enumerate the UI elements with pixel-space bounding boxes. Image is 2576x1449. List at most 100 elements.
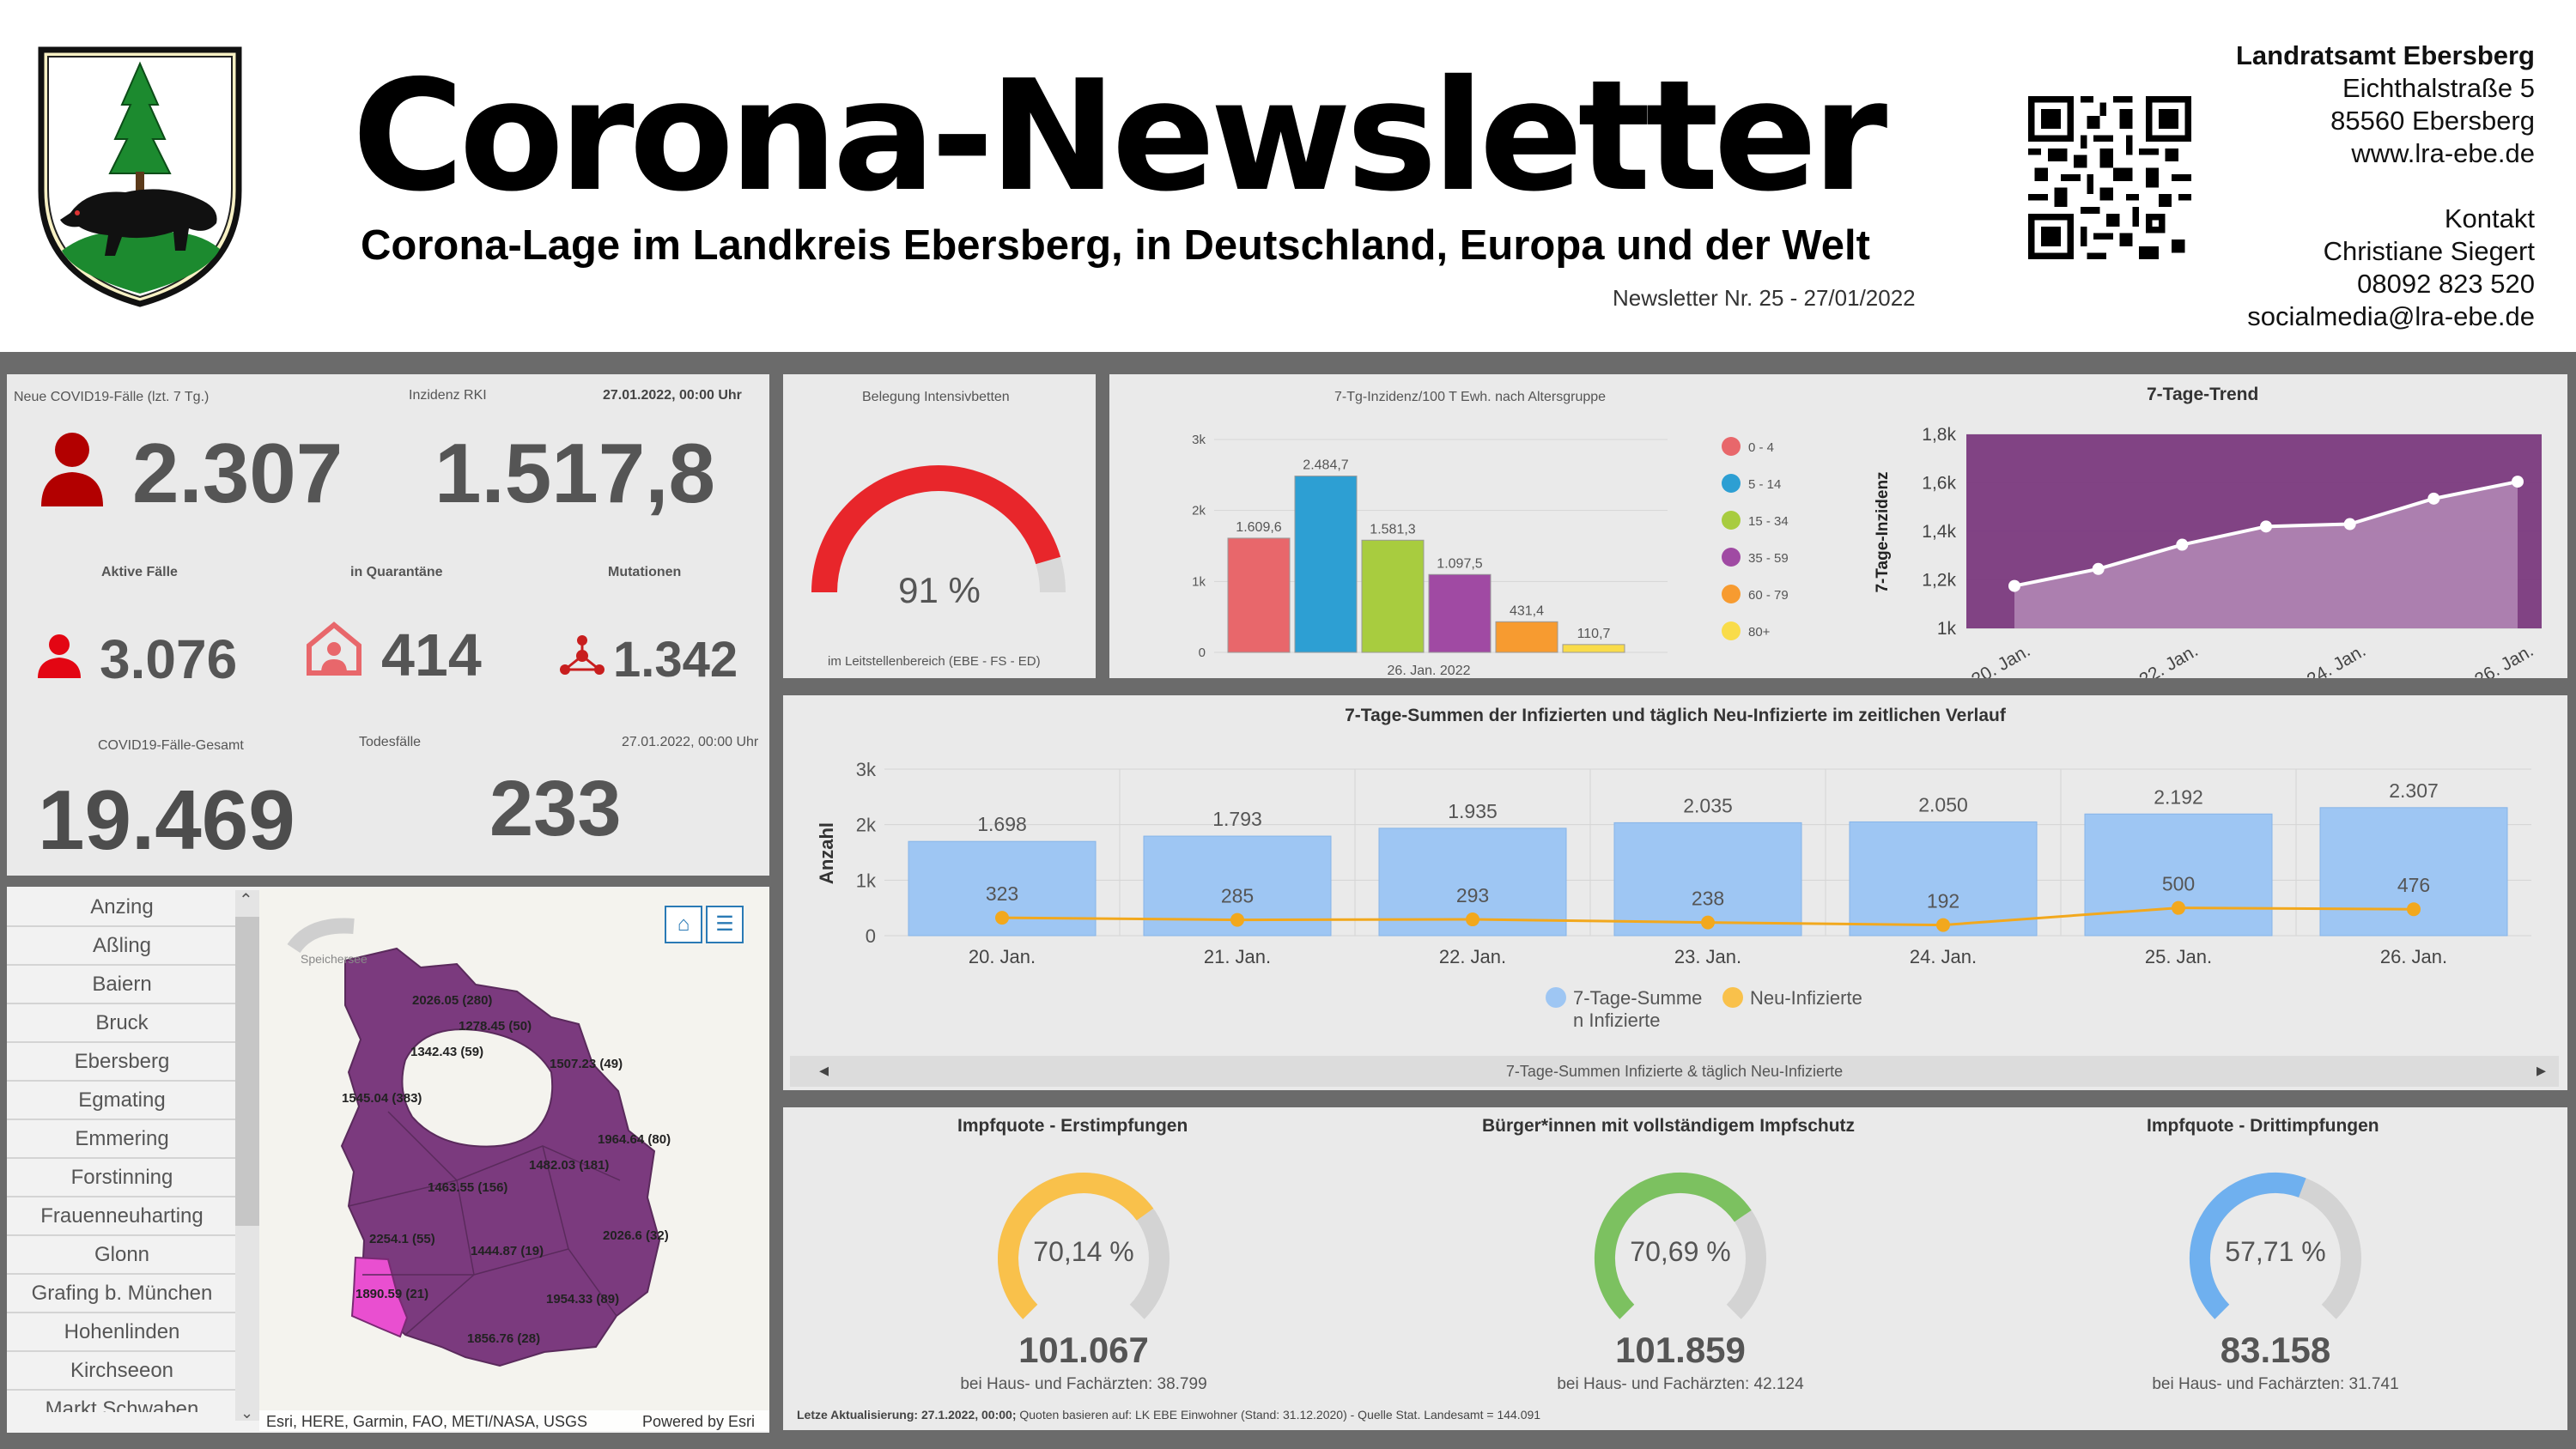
vacc-full-count: 101.859 (1615, 1330, 1746, 1370)
weekly-x-tick: 20. Jan. (969, 946, 1036, 967)
contact-email-link[interactable]: socialmedia@lra-ebe.de (2247, 301, 2535, 331)
map-label: 1444.87 (19) (471, 1244, 544, 1258)
weekly-new-point (1701, 915, 1715, 930)
age-legend-label: 5 - 14 (1748, 477, 1781, 492)
vacc-third-title: Impfquote - Drittimpfungen (2147, 1116, 2379, 1136)
vacc-first-sub: bei Haus- und Fachärzten: 38.799 (960, 1375, 1207, 1393)
map-powered-by[interactable]: Powered by Esri (642, 1413, 756, 1430)
vacc-full-title: Bürger*innen mit vollständigem Impfschut… (1482, 1116, 1856, 1136)
vacc-first-gauge (998, 1173, 1170, 1319)
age-bar (1361, 539, 1425, 653)
municipality-list-item[interactable]: Emmering (7, 1120, 237, 1159)
chart-pager-bar: ◂ 7-Tage-Summen Infizierte & täglich Neu… (790, 1056, 2559, 1087)
weekly-y-tick: 2k (856, 815, 877, 836)
weekly-sum-label: 2.050 (1918, 793, 1968, 815)
mutations-label: Mutationen (608, 565, 682, 579)
vacc-full-percent: 70,69 % (1630, 1236, 1731, 1267)
age-legend-swatch (1722, 621, 1741, 640)
municipality-list-item[interactable]: Glonn (7, 1236, 237, 1275)
weekly-new-label: 238 (1692, 888, 1724, 910)
age-legend-swatch (1722, 548, 1741, 567)
icu-footer: im Leitstellenbereich (EBE - FS - ED) (828, 654, 1041, 669)
icu-gauge (811, 465, 1066, 593)
weekly-new-label: 285 (1221, 885, 1254, 907)
trend-x-tick: 22. Jan. (2136, 640, 2202, 678)
vacc-footer-source: Quoten basieren auf: LK EBE Einwohner (S… (1016, 1408, 1541, 1422)
weekly-new-point (2172, 900, 2185, 915)
weekly-chart-legend: 7-Tage-Summe n Infizierte Neu-Infizierte (1546, 987, 1862, 1031)
new-cases-label: Neue COVID19-Fälle (lzt. 7 Tg.) (14, 390, 210, 404)
map-attribution: Esri, HERE, Garmin, FAO, METI/NASA, USGS (266, 1413, 588, 1430)
active-cases-label: Aktive Fälle (101, 565, 178, 579)
weekly-new-point (1936, 918, 1950, 932)
weekly-x-tick: 26. Jan. (2380, 946, 2447, 967)
icu-title: Belegung Intensivbetten (862, 390, 1010, 404)
next-arrow-icon[interactable]: ▸ (2537, 1059, 2547, 1081)
page-subtitle: Corona-Lage im Landkreis Ebersberg, in D… (361, 222, 1870, 269)
weekly-new-point (995, 911, 1009, 925)
prev-arrow-icon[interactable]: ◂ (819, 1059, 829, 1081)
vacc-third-sub: bei Haus- und Fachärzten: 31.741 (2152, 1375, 2399, 1393)
municipality-list-item[interactable]: Anzing (7, 888, 237, 927)
trend-area (2014, 482, 2518, 628)
stats-date-2: 27.01.2022, 00:00 Uhr (622, 735, 759, 749)
age-bar (1227, 537, 1291, 653)
trend-y-tick: 1,8k (1922, 425, 1956, 445)
municipality-list-item[interactable]: Egmating (7, 1082, 237, 1120)
municipality-list-item[interactable]: Bruck (7, 1004, 237, 1043)
deaths-value: 233 (489, 765, 622, 852)
vaccination-panel: Impfquote - Erstimpfungen Bürger*innen m… (783, 1107, 2567, 1430)
trend-x-tick: 24. Jan. (2304, 640, 2369, 678)
newsletter-number: Newsletter Nr. 25 - 27/01/2022 (1613, 285, 1916, 311)
weekly-new-label: 192 (1927, 890, 1959, 912)
legend-new-swatch (1722, 987, 1743, 1008)
contact-website-link[interactable]: www.lra-ebe.de (2351, 138, 2535, 168)
trend-y-tick: 1,2k (1922, 571, 1956, 591)
map-label: 1954.33 (89) (546, 1292, 620, 1307)
weekly-sum-label: 2.035 (1683, 794, 1733, 816)
map-label: 2026.6 (32) (603, 1228, 669, 1243)
weekly-y-tick: 3k (856, 759, 877, 780)
gauge-fill (998, 1173, 1154, 1319)
weekly-x-tick: 23. Jan. (1674, 946, 1741, 967)
scroll-down-icon[interactable]: ⌄ (240, 1404, 254, 1422)
municipality-list-item[interactable]: Aßling (7, 927, 237, 966)
home-icon[interactable]: ⌂ (665, 906, 702, 943)
age-bar-label: 2.484,7 (1303, 458, 1348, 473)
map-label: 1545.04 (383) (342, 1091, 422, 1106)
mutations-value: 1.342 (613, 632, 738, 688)
scroll-up-icon[interactable]: ⌃ (239, 891, 253, 910)
gauge-fill (2189, 1172, 2306, 1319)
weekly-new-label: 476 (2397, 874, 2430, 896)
map-label: 1507.23 (49) (550, 1057, 623, 1071)
gauge-fill (1594, 1172, 1752, 1319)
age-y-tick: 1k (1192, 574, 1206, 589)
age-legend-label: 15 - 34 (1748, 514, 1789, 529)
contact-phone: 08092 823 520 (2357, 269, 2535, 299)
age-incidence-chart: 0 1k 2k 3k 1.609,6 2.484,7 1.581,3 1.097,5 431,4… (1192, 433, 1668, 678)
municipality-list-item[interactable]: Baiern (7, 966, 237, 1004)
age-legend-label: 80+ (1748, 625, 1771, 640)
municipality-list-item[interactable]: Ebersberg (7, 1043, 237, 1082)
map-label: 1463.55 (156) (428, 1180, 508, 1195)
map-attribution-bar: Esri, HERE, Garmin, FAO, METI/NASA, USGS… (259, 1410, 769, 1431)
age-legend-label: 35 - 59 (1748, 551, 1789, 566)
qr-code-icon[interactable] (2028, 96, 2191, 259)
contact-heading: Kontakt (2444, 203, 2535, 233)
municipality-list-item[interactable]: Frauenneuharting (7, 1197, 237, 1236)
municipality-list-item[interactable]: Hohenlinden (7, 1313, 237, 1352)
legend-sum-label: 7-Tage-Summe (1573, 987, 1702, 1009)
list-scrollbar-thumb[interactable] (235, 917, 259, 1226)
home-quarantine-icon (307, 621, 361, 676)
municipality-list-item[interactable]: Grafing b. München (7, 1275, 237, 1313)
municipality-list-item[interactable]: Markt Schwaben (7, 1391, 237, 1412)
age-bar-label: 1.609,6 (1236, 520, 1281, 535)
legend-list-icon[interactable]: ☰ (706, 906, 744, 943)
icu-percent: 91 % (898, 570, 981, 610)
district-map[interactable]: Speichersee 2026.05 (280) 1278.45 (50) 1… (259, 888, 769, 1431)
municipality-list-item[interactable]: Forstinning (7, 1159, 237, 1197)
municipality-list-item[interactable]: Kirchseeon (7, 1352, 237, 1391)
highlighted-municipality (350, 1256, 409, 1338)
age-legend-swatch (1722, 437, 1741, 456)
trend-x-tick: 20. Jan. (1968, 640, 2033, 678)
